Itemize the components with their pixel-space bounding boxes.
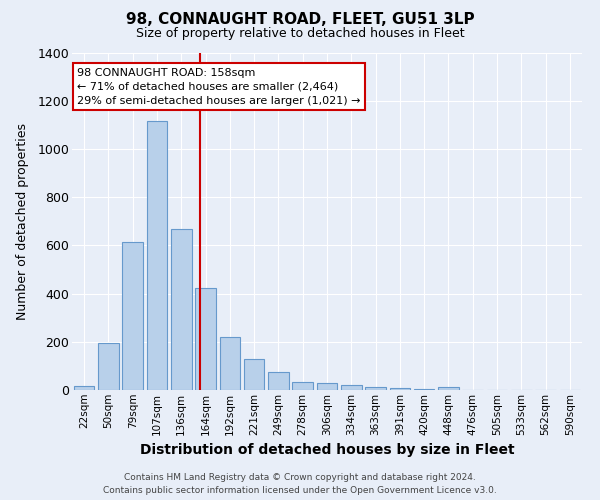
Bar [365,387,386,390]
Bar [74,386,94,390]
Bar [98,344,119,390]
Bar [195,288,216,390]
Bar [268,372,289,390]
Bar [438,387,459,390]
Text: 98, CONNAUGHT ROAD, FLEET, GU51 3LP: 98, CONNAUGHT ROAD, FLEET, GU51 3LP [125,12,475,28]
Bar [341,385,362,390]
Text: Size of property relative to detached houses in Fleet: Size of property relative to detached ho… [136,28,464,40]
Bar [414,389,434,390]
Bar [220,338,240,390]
Bar [244,358,265,390]
Y-axis label: Number of detached properties: Number of detached properties [16,122,29,320]
Text: Contains HM Land Registry data © Crown copyright and database right 2024.
Contai: Contains HM Land Registry data © Crown c… [103,474,497,495]
Bar [171,229,191,390]
Bar [317,383,337,390]
Bar [389,388,410,390]
Text: 98 CONNAUGHT ROAD: 158sqm
← 71% of detached houses are smaller (2,464)
29% of se: 98 CONNAUGHT ROAD: 158sqm ← 71% of detac… [77,68,361,106]
Bar [292,382,313,390]
Bar [146,120,167,390]
X-axis label: Distribution of detached houses by size in Fleet: Distribution of detached houses by size … [140,443,514,457]
Bar [122,242,143,390]
